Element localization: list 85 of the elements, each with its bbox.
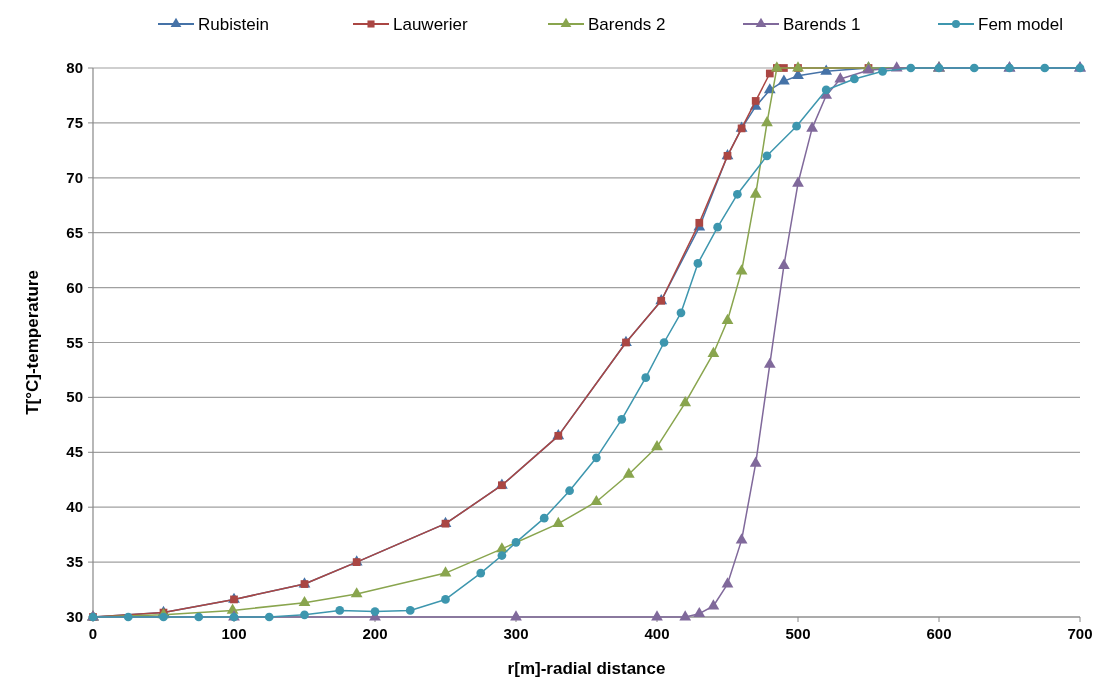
- point: [439, 566, 452, 577]
- point: [707, 599, 720, 610]
- point: [617, 415, 627, 424]
- point: [969, 63, 979, 73]
- point: [641, 373, 651, 382]
- point: [733, 189, 742, 199]
- point: [510, 610, 522, 621]
- x-tick-label: 300: [503, 625, 529, 642]
- point: [792, 121, 801, 131]
- y-tick-label: 55: [66, 333, 83, 351]
- y-tick-label: 40: [66, 498, 83, 516]
- x-tick-label: 100: [221, 625, 247, 642]
- y-tick-label: 45: [66, 443, 83, 461]
- point: [441, 595, 450, 604]
- x-tick-label: 700: [1067, 625, 1093, 642]
- point: [762, 151, 772, 161]
- y-tick-label: 70: [66, 168, 83, 186]
- point: [590, 494, 603, 506]
- point: [721, 313, 734, 324]
- point: [1040, 63, 1050, 73]
- y-tick-label: 35: [66, 553, 83, 571]
- point: [264, 612, 274, 622]
- point: [850, 74, 859, 84]
- point: [651, 440, 663, 451]
- point: [659, 338, 669, 347]
- point: [792, 176, 804, 187]
- point: [476, 568, 486, 578]
- legend-label: Barends 2: [588, 15, 666, 34]
- point: [749, 456, 762, 467]
- point: [497, 551, 507, 560]
- y-axis-title: T[°C]-temperature: [23, 270, 42, 415]
- point: [552, 516, 565, 528]
- point: [651, 610, 663, 621]
- x-tick-label: 0: [88, 625, 98, 642]
- point: [821, 85, 831, 95]
- point: [749, 187, 762, 198]
- y-tick-label: 50: [66, 388, 83, 406]
- x-tick-label: 400: [644, 625, 670, 642]
- point: [721, 577, 734, 588]
- point: [300, 610, 309, 620]
- x-tick-label: 600: [926, 625, 952, 642]
- point: [761, 116, 773, 127]
- point: [735, 264, 748, 275]
- y-tick-label: 80: [66, 59, 83, 76]
- point: [693, 606, 706, 618]
- point: [735, 533, 748, 544]
- x-axis-title: r[m]-radial distance: [507, 659, 666, 678]
- point: [370, 607, 380, 616]
- point: [539, 513, 549, 523]
- point: [194, 612, 204, 622]
- point: [778, 74, 790, 85]
- point: [763, 357, 776, 368]
- point: [679, 610, 692, 621]
- legend-label: Rubistein: [198, 15, 269, 34]
- point: [806, 121, 818, 132]
- y-tick-label: 65: [66, 223, 83, 241]
- legend-label: Fem model: [978, 15, 1064, 34]
- point: [511, 537, 521, 547]
- legend-label: Barends 1: [783, 15, 861, 34]
- point: [592, 453, 601, 463]
- point: [159, 612, 168, 622]
- point: [298, 595, 311, 607]
- y-tick-label: 75: [66, 113, 83, 131]
- point: [405, 606, 415, 615]
- point: [695, 218, 704, 227]
- y-tick-label: 30: [66, 608, 83, 625]
- legend-label: Lauwerier: [393, 15, 468, 34]
- point: [565, 486, 574, 496]
- point: [713, 222, 722, 232]
- point: [707, 346, 720, 357]
- point: [778, 258, 790, 270]
- x-tick-label: 200: [362, 625, 388, 642]
- y-tick-label: 60: [66, 278, 83, 296]
- point: [693, 259, 703, 268]
- point: [335, 606, 345, 615]
- point: [676, 308, 686, 318]
- point: [350, 587, 363, 598]
- point: [751, 97, 760, 105]
- x-tick-label: 500: [785, 625, 811, 642]
- point: [906, 63, 916, 73]
- point: [123, 612, 133, 622]
- point: [878, 66, 887, 76]
- point: [834, 72, 847, 83]
- point: [622, 467, 635, 478]
- point: [679, 396, 692, 407]
